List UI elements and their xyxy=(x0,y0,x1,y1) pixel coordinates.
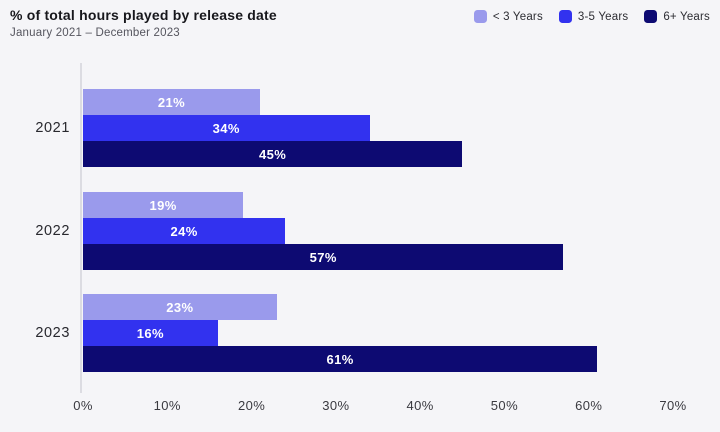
bar-value-label: 34% xyxy=(212,120,240,136)
bar-value-label: 23% xyxy=(166,299,194,315)
chart-subtitle: January 2021 – December 2023 xyxy=(10,27,180,39)
x-tick-label: 60% xyxy=(575,398,603,413)
x-tick-label: 70% xyxy=(659,398,687,413)
y-axis-line xyxy=(80,63,82,393)
bar-2021-3-5-years: 34% xyxy=(83,115,370,141)
bar-2021-3-years: 21% xyxy=(83,89,260,115)
legend: < 3 Years 3-5 Years 6+ Years xyxy=(473,10,710,23)
legend-label: 6+ Years xyxy=(663,10,710,23)
y-axis-label-2021: 2021 xyxy=(35,120,70,136)
legend-swatch-3-years xyxy=(473,10,487,23)
bar-value-label: 57% xyxy=(309,249,337,265)
x-tick-label: 30% xyxy=(322,398,350,413)
legend-label: 3-5 Years xyxy=(577,10,629,23)
bar-value-label: 16% xyxy=(136,325,165,341)
bar-value-label: 61% xyxy=(326,351,354,367)
legend-item-3-5-years: 3-5 Years xyxy=(558,10,629,23)
x-tick-label: 20% xyxy=(237,398,266,413)
legend-label: < 3 Years xyxy=(492,10,543,23)
x-tick-label: 50% xyxy=(490,398,519,413)
x-tick-label: 10% xyxy=(153,398,181,413)
bar-2022-3-years: 19% xyxy=(83,192,244,218)
legend-item-6-years: 6+ Years xyxy=(644,10,710,23)
bar-value-label: 21% xyxy=(157,94,186,110)
x-tick-label: 0% xyxy=(73,398,93,413)
bar-2022-3-5-years: 24% xyxy=(83,218,286,244)
legend-item-3-years: < 3 Years xyxy=(473,10,543,23)
bar-2023-3-5-years: 16% xyxy=(83,320,218,346)
bar-2023-6-years: 61% xyxy=(83,346,598,372)
y-axis-label-2022: 2022 xyxy=(35,223,70,239)
legend-swatch-6-years xyxy=(644,10,658,23)
legend-swatch-3-5-years xyxy=(558,10,572,23)
bar-value-label: 19% xyxy=(149,197,177,213)
chart-title: % of total hours played by release date xyxy=(10,7,277,23)
y-axis-label-2023: 2023 xyxy=(35,325,70,341)
bar-value-label: 45% xyxy=(259,146,287,162)
bar-value-label: 24% xyxy=(170,223,198,239)
x-tick-label: 40% xyxy=(406,398,434,413)
bar-2021-6-years: 45% xyxy=(83,141,463,167)
bar-2022-6-years: 57% xyxy=(83,244,564,270)
bar-2023-3-years: 23% xyxy=(83,294,277,320)
